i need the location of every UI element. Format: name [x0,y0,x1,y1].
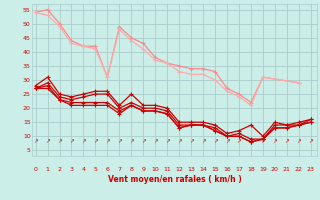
X-axis label: Vent moyen/en rafales ( km/h ): Vent moyen/en rafales ( km/h ) [108,175,241,184]
